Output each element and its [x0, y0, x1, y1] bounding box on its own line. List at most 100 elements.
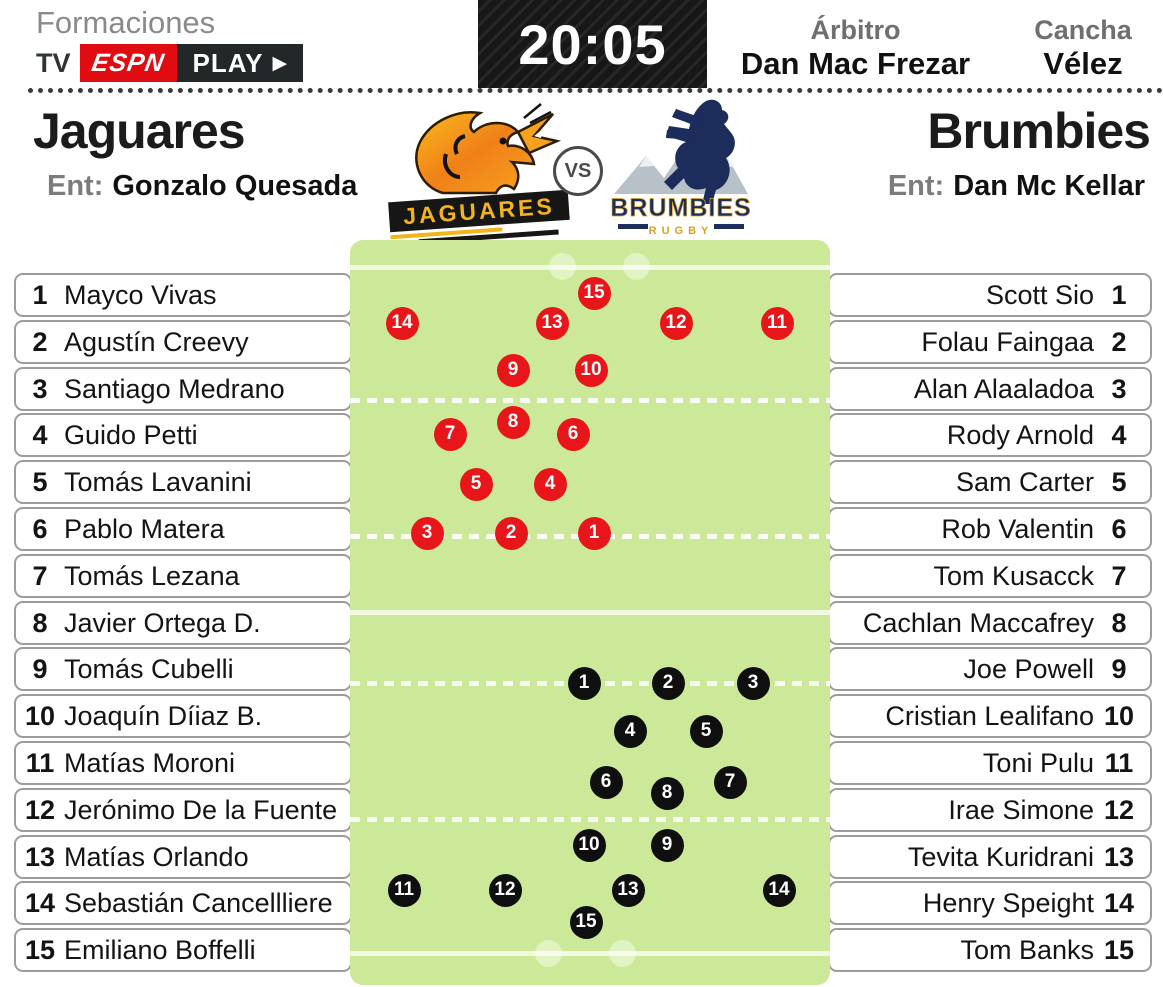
player-name: Tomás Lezana	[64, 560, 240, 591]
player-number: 1	[32, 279, 48, 310]
lineup-row-home: 13 Matías Orlando	[14, 835, 352, 879]
field-line-solid	[350, 265, 830, 270]
player-number: 5	[32, 466, 48, 497]
lineup-row-away: Rody Arnold 4	[828, 413, 1152, 457]
player-name: Tomás Cubelli	[64, 653, 234, 684]
player-number: 4	[32, 419, 48, 450]
player-number: 10	[24, 700, 56, 731]
home-position-marker-11: 11	[760, 306, 794, 340]
player-number: 11	[25, 747, 55, 778]
home-position-marker-3: 3	[410, 516, 444, 550]
player-name: Sam Carter	[955, 466, 1094, 497]
field-line-solid	[350, 610, 830, 615]
player-name: Matías Orlando	[64, 841, 249, 872]
home-position-marker-8: 8	[496, 405, 530, 439]
player-number: 9	[1111, 653, 1127, 684]
lineup-row-home: 11 Matías Moroni	[14, 741, 352, 785]
field-spot	[549, 253, 576, 280]
kickoff-time-box: 20:05	[478, 0, 707, 88]
player-name: Santiago Medrano	[64, 373, 285, 404]
player-number: 6	[32, 513, 48, 544]
lineup-row-away: Cristian Lealifano 10	[828, 694, 1152, 738]
player-name: Scott Sio	[985, 279, 1094, 310]
jaguares-logo: JAGUARES	[388, 103, 570, 244]
referee-block: Árbitro Dan Mac Frezar	[738, 15, 973, 81]
brumbies-emblem	[614, 99, 748, 204]
away-position-marker-14: 14	[762, 873, 796, 907]
away-coach-label: Ent:	[887, 170, 945, 202]
lineup-row-home: 1 Mayco Vivas	[14, 273, 352, 317]
lineup-row-home: 5 Tomás Lavanini	[14, 460, 352, 504]
referee-label: Árbitro	[810, 15, 901, 45]
away-position-marker-8: 8	[650, 776, 684, 810]
field-spot	[535, 940, 562, 967]
home-position-marker-6: 6	[556, 417, 590, 451]
player-name: Cristian Lealifano	[885, 700, 1094, 731]
lineup-row-home: 9 Tomás Cubelli	[14, 647, 352, 691]
kickoff-time: 20:05	[518, 12, 667, 76]
lineup-row-home: 7 Tomás Lezana	[14, 554, 352, 598]
home-position-marker-1: 1	[577, 516, 611, 550]
away-position-marker-1: 1	[567, 666, 601, 700]
player-number: 8	[1111, 607, 1127, 638]
player-number: 9	[32, 653, 48, 684]
player-name: Folau Faingaa	[921, 326, 1094, 357]
tv-label: TV	[36, 47, 71, 78]
lineup-row-away: Tevita Kuridrani 13	[828, 835, 1152, 879]
player-number: 3	[32, 373, 48, 404]
lineup-row-home: 14 Sebastián Cancellliere	[14, 881, 352, 925]
lineup-row-away: Cachlan Maccafrey 8	[828, 601, 1152, 645]
away-coach-name: Dan Mc Kellar	[953, 170, 1145, 202]
player-name: Alan Alaaladoa	[913, 373, 1094, 404]
player-number: 7	[32, 560, 48, 591]
venue-name: Vélez	[1043, 45, 1123, 81]
play-label: PLAY	[192, 47, 264, 78]
player-name: Joaquín Díiaz B.	[64, 700, 263, 731]
player-number: 14	[24, 887, 56, 918]
player-number: 12	[1103, 794, 1135, 825]
home-position-marker-14: 14	[385, 306, 419, 340]
player-name: Rody Arnold	[946, 419, 1094, 450]
home-position-marker-4: 4	[533, 467, 567, 501]
lineup-row-away: Rob Valentin 6	[828, 507, 1152, 551]
lineup-row-home: 3 Santiago Medrano	[14, 367, 352, 411]
lineup-row-away: Folau Faingaa 2	[828, 320, 1152, 364]
away-position-marker-5: 5	[689, 714, 723, 748]
player-number: 13	[24, 841, 56, 872]
player-number: 5	[1111, 466, 1127, 497]
lineup-row-away: Irae Simone 12	[828, 788, 1152, 832]
lineup-row-away: Tom Banks 15	[828, 928, 1152, 972]
field-spot	[609, 940, 636, 967]
player-name: Tevita Kuridrani	[907, 841, 1094, 872]
player-number: 3	[1111, 373, 1127, 404]
play-icon: ▶	[272, 52, 288, 74]
home-position-marker-5: 5	[459, 467, 493, 501]
home-coach-line: Ent: Gonzalo Quesada	[47, 170, 357, 203]
lineup-row-away: Alan Alaaladoa 3	[828, 367, 1152, 411]
home-coach-name: Gonzalo Quesada	[112, 170, 358, 202]
lineup-row-home: 12 Jerónimo De la Fuente	[14, 788, 352, 832]
player-number: 13	[1103, 841, 1135, 872]
home-team-name: Jaguares	[33, 103, 246, 159]
player-name: Matías Moroni	[64, 747, 236, 778]
brumbies-logo: BRUMBIES RUGBY	[610, 99, 751, 237]
lineup-row-home: 6 Pablo Matera	[14, 507, 352, 551]
away-position-marker-9: 9	[650, 828, 684, 862]
away-position-marker-6: 6	[589, 765, 623, 799]
espn-play-badge: PLAY ▶	[176, 44, 304, 82]
away-position-marker-10: 10	[572, 828, 606, 862]
player-number: 1	[1111, 279, 1127, 310]
player-number: 10	[1103, 700, 1135, 731]
player-number: 15	[24, 934, 56, 965]
brumbies-wordmark: BRUMBIES	[610, 194, 751, 222]
away-position-marker-11: 11	[387, 873, 421, 907]
field: 15 14 13 12 11 9 10 7 8 6 5 4 3 2 1 1 2 3 4 5 6 8 7 10 9 11 12 13 14…	[350, 240, 830, 985]
player-name: Sebastián Cancellliere	[64, 887, 333, 918]
home-coach-label: Ent:	[47, 170, 104, 202]
field-spot	[623, 253, 650, 280]
field-line-dashed	[350, 817, 830, 822]
player-name: Toni Pulu	[982, 747, 1094, 778]
home-position-marker-12: 12	[659, 306, 693, 340]
brumbies-sub-wordmark: RUGBY	[649, 225, 714, 237]
player-number: 4	[1111, 419, 1127, 450]
